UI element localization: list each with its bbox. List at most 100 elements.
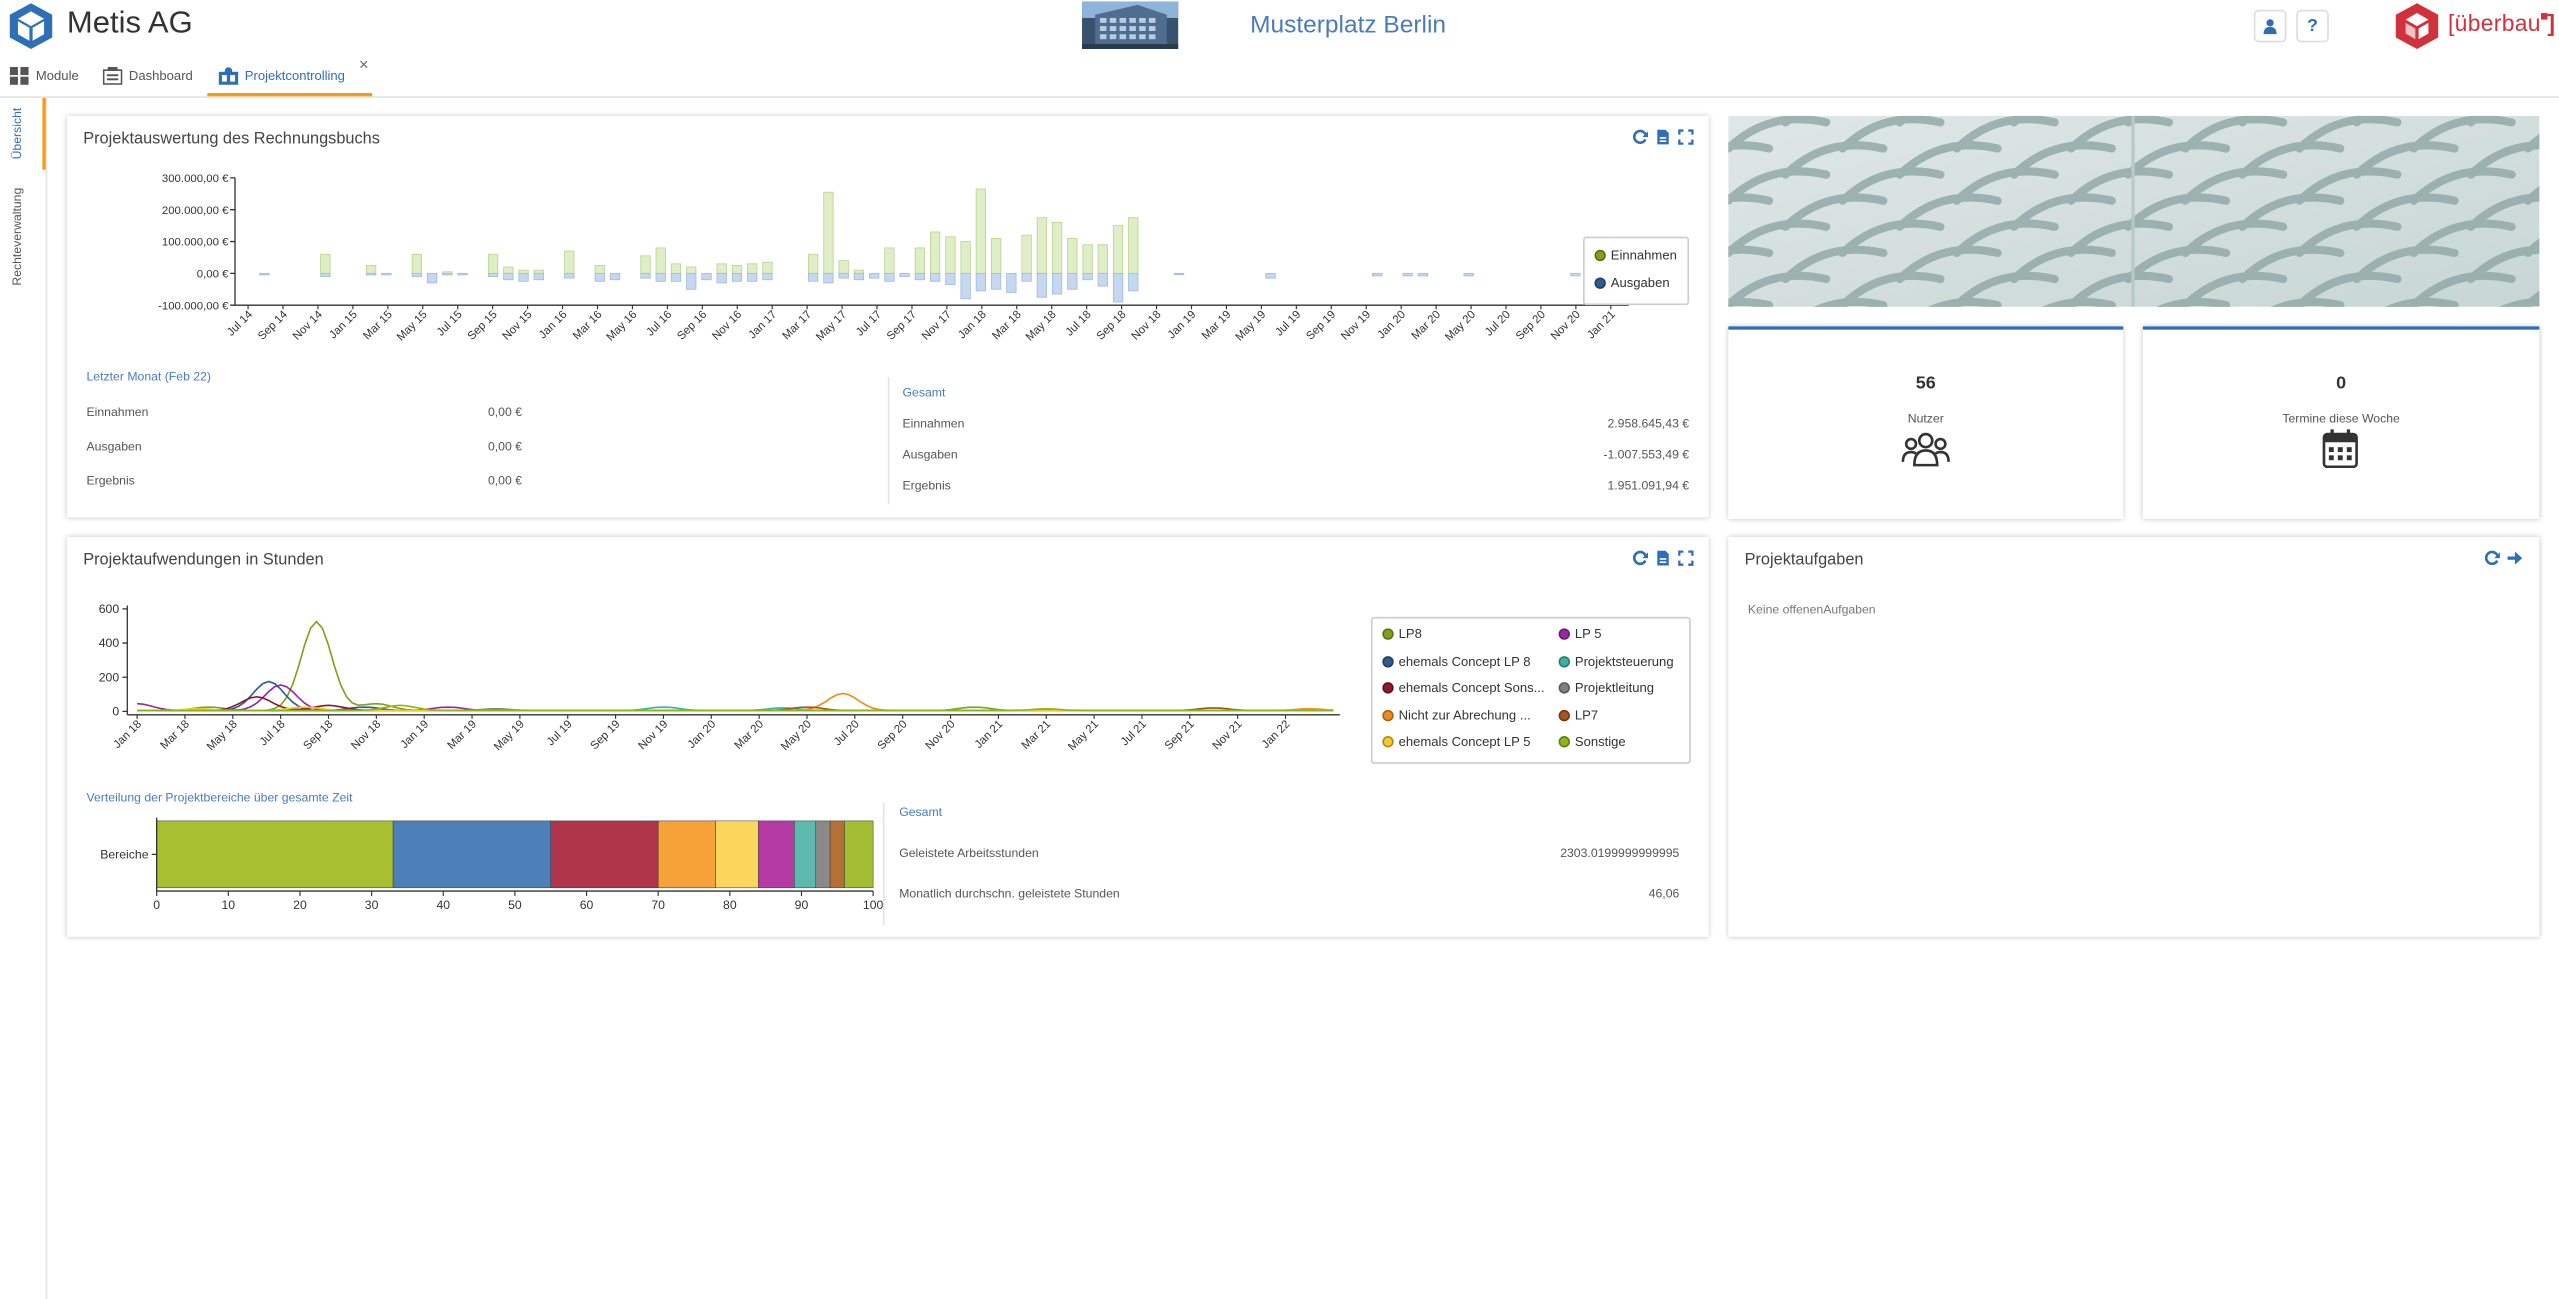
bar-einnahmen — [1021, 234, 1032, 274]
x-tick-label: Mar 20 — [1410, 309, 1444, 343]
legend-label: Nicht zur Abrechung ... — [1398, 707, 1531, 723]
wall-slat — [2523, 290, 2540, 307]
tab-module[interactable]: Module — [9, 57, 79, 93]
wall-slat — [2066, 271, 2174, 307]
bar-einnahmen — [670, 263, 682, 274]
wall-slat — [2066, 167, 2174, 205]
legend-item[interactable]: ehemals Concept LP 8 — [1382, 654, 1530, 668]
x-tick-label: Sep 18 — [301, 718, 335, 752]
bar-ausgaben — [960, 272, 971, 300]
sidebar-item-uebersicht[interactable]: Übersicht — [9, 107, 25, 160]
legend-label: ehemals Concept LP 5 — [1398, 734, 1531, 750]
bar-ausgaben — [320, 272, 331, 277]
appointments-stat-card[interactable]: 0 Termine diese Woche — [2142, 326, 2540, 519]
total-ausgaben-label: Ausgaben — [902, 447, 958, 462]
wall-slat — [1838, 219, 1945, 258]
bar-einnahmen — [914, 247, 926, 274]
wall-slat — [1781, 141, 1888, 179]
y-category-label: Bereiche — [100, 847, 148, 861]
legend-item[interactable]: LP7 — [1558, 707, 1599, 723]
appointments-label: Termine diese Woche — [2282, 411, 2400, 426]
tab-projektcontrolling[interactable]: Projektcontrolling — [207, 57, 373, 97]
stacked-segment — [758, 820, 795, 889]
fullscreen-icon[interactable] — [1678, 129, 1694, 145]
refresh-icon[interactable] — [1632, 550, 1648, 566]
last-month-ausgaben-label: Ausgaben — [86, 439, 142, 454]
legend-item[interactable]: ehemals Concept LP 5 — [1382, 734, 1530, 749]
wall-slat — [2124, 245, 2231, 284]
wall-slat — [2385, 297, 2459, 307]
wall-slat — [1895, 193, 2002, 231]
bar-ausgaben — [808, 272, 819, 282]
user-button[interactable] — [2253, 9, 2287, 43]
bar-einnahmen — [990, 237, 1002, 274]
tab-dashboard[interactable]: Dashboard — [102, 57, 193, 93]
bar-einnahmen — [930, 231, 941, 274]
total-ergebnis-label: Ergebnis — [902, 478, 951, 493]
x-tick-label: Nov 20 — [924, 718, 958, 752]
legend-item[interactable]: Nicht zur Abrechung ... — [1382, 707, 1531, 723]
arrow-right-icon[interactable] — [2507, 550, 2523, 566]
fullscreen-icon[interactable] — [1678, 550, 1694, 566]
legend-label: LP7 — [1574, 707, 1599, 723]
x-tick-label: May 18 — [1024, 309, 1059, 344]
y-tick-label: 0,00 € — [197, 268, 229, 280]
total-ausgaben-value: -1.007.553,49 € — [1603, 447, 1690, 462]
x-tick-label: Jul 15 — [435, 309, 465, 339]
bar-einnahmen — [808, 253, 819, 274]
legend-item[interactable]: LP 5 — [1558, 626, 1602, 642]
bar-ausgaben — [1372, 272, 1383, 277]
legend-item-ausgaben[interactable]: Ausgaben — [1594, 276, 1670, 290]
wall-slat — [2238, 245, 2345, 284]
legend-swatch — [1558, 709, 1570, 721]
architecture-image — [1728, 115, 2540, 307]
bar-ausgaben — [1463, 272, 1474, 277]
bar-ausgaben — [747, 272, 758, 282]
legend-item[interactable]: Sonstige — [1558, 734, 1626, 750]
x-tick-label: Nov 21 — [1211, 718, 1245, 752]
legend-item[interactable]: ehemals Concept Sons... — [1382, 681, 1545, 695]
bar-ausgaben — [1036, 272, 1047, 298]
export-icon[interactable] — [1655, 550, 1671, 566]
wall-slat — [1728, 271, 1831, 307]
x-tick-label: 0 — [153, 898, 160, 912]
x-tick-label: Jul 14 — [225, 308, 255, 338]
wall-slat — [1728, 193, 1774, 205]
refresh-icon[interactable] — [1632, 129, 1648, 145]
legend-item[interactable]: LP8 — [1382, 627, 1422, 641]
x-tick-label: Mar 19 — [445, 718, 479, 752]
legend-item-einnahmen[interactable]: Einnahmen — [1594, 248, 1677, 263]
bar-einnahmen — [686, 266, 697, 274]
wall-slat — [2066, 219, 2174, 258]
bar-einnahmen — [853, 269, 865, 274]
export-icon[interactable] — [1655, 129, 1671, 145]
sidebar-item-rechteverwaltung[interactable]: Rechteverwaltung — [9, 187, 25, 286]
x-tick-label: Jan 19 — [1166, 309, 1199, 342]
bar-ausgaben — [381, 272, 392, 276]
legend-swatch — [1382, 682, 1394, 694]
bar-ausgaben — [426, 272, 438, 284]
x-tick-label: 40 — [436, 898, 450, 912]
close-tab-icon[interactable]: × — [359, 57, 369, 76]
last-month-ergebnis-label: Ergebnis — [86, 473, 135, 488]
x-tick-label: Jul 20 — [1483, 309, 1513, 339]
x-tick-label: Nov 15 — [501, 309, 535, 343]
bar-ausgaben — [365, 272, 377, 276]
x-tick-label: May 20 — [779, 718, 814, 753]
legend-item[interactable]: Projektsteuerung — [1558, 654, 1674, 668]
wall-slat — [1728, 297, 1774, 307]
help-button[interactable]: ? — [2296, 9, 2329, 43]
wall-slat — [1838, 115, 1945, 153]
users-stat-card[interactable]: 56 Nutzer — [1728, 326, 2124, 519]
bar-ausgaben — [1570, 272, 1581, 277]
stacked-segment — [550, 820, 659, 889]
wall-slat — [2295, 219, 2402, 258]
wall-slat — [2181, 115, 2288, 153]
legend-label: LP 5 — [1574, 626, 1602, 642]
wall-slat — [2124, 193, 2231, 231]
refresh-icon[interactable] — [2484, 550, 2500, 566]
legend-label: Sonstige — [1574, 734, 1626, 750]
bar-ausgaben — [1173, 272, 1185, 276]
legend-item[interactable]: Projektleitung — [1558, 681, 1654, 695]
wall-slat — [1895, 141, 2002, 179]
